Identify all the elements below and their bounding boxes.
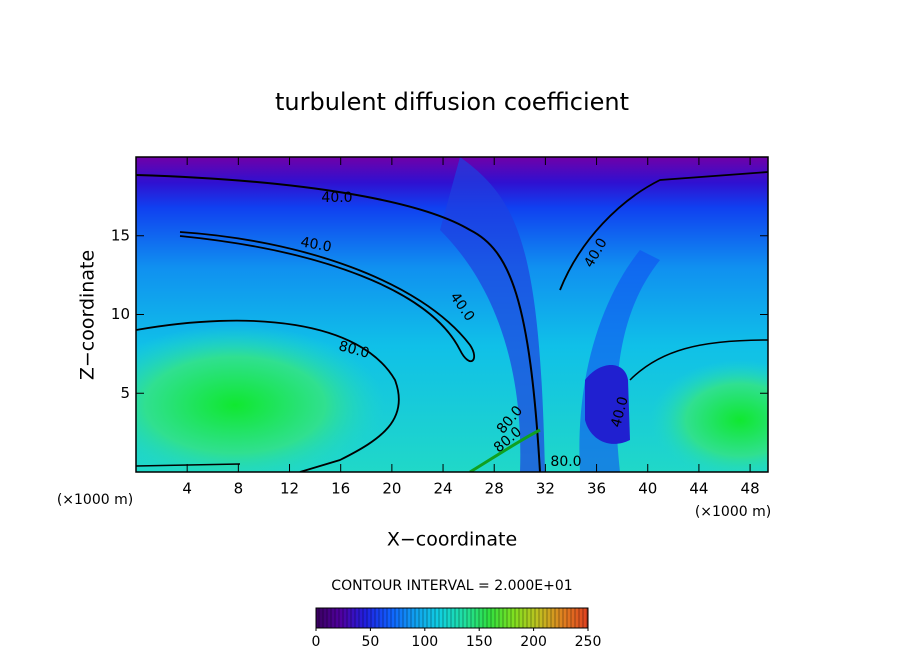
contour-label: 40.0 (321, 190, 352, 206)
x-tick-label: 36 (587, 480, 606, 498)
x-tick-label: 8 (234, 480, 244, 498)
contour-label: 40.0 (299, 234, 332, 255)
contour-interval: CONTOUR INTERVAL = 2.000E+01 (331, 578, 572, 594)
x-tick-label: 20 (382, 480, 401, 498)
y-tick-label: 15 (111, 226, 130, 244)
x-axis-label: X−coordinate (387, 529, 517, 551)
x-tick-label: 4 (182, 480, 192, 498)
x-tick-label: 48 (741, 480, 760, 498)
colorbar (315, 607, 589, 629)
x-unit: (×1000 m) (695, 504, 771, 520)
colorbar-tick-label: 200 (520, 634, 547, 650)
x-tick-label: 40 (638, 480, 657, 498)
x-tick-label: 16 (331, 480, 350, 498)
contour-field (136, 157, 768, 472)
x-tick-label: 12 (280, 480, 299, 498)
y-axis-label: Z−coordinate (77, 250, 99, 380)
y-tick-label: 10 (111, 305, 130, 323)
colorbar-tick-label: 0 (312, 634, 321, 650)
x-tick-label: 24 (433, 480, 452, 498)
contour-label: 80.0 (337, 338, 371, 362)
x-unit: (×1000 m) (57, 492, 133, 508)
x-tick-label: 32 (536, 480, 555, 498)
colorbar-tick-label: 50 (361, 634, 379, 650)
colorbar-tick-label: 100 (411, 634, 438, 650)
contour-label: 80.0 (550, 454, 581, 470)
chart-title: turbulent diffusion coefficient (275, 88, 629, 116)
x-tick-label: 44 (689, 480, 708, 498)
y-tick-label: 5 (120, 384, 130, 402)
contour-label: 40.0 (608, 395, 632, 429)
x-tick-label: 28 (485, 480, 504, 498)
colorbar-tick-label: 150 (466, 634, 493, 650)
colorbar-tick-label: 250 (575, 634, 602, 650)
